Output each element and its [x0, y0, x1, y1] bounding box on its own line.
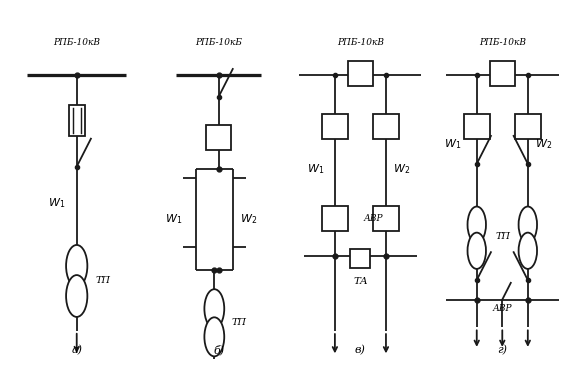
- Text: АВР: АВР: [363, 214, 383, 223]
- Text: а): а): [71, 345, 82, 355]
- Text: $W_1$: $W_1$: [306, 162, 324, 176]
- Circle shape: [467, 233, 486, 269]
- Bar: [69, 105, 85, 136]
- Text: РПБ-10кБ: РПБ-10кБ: [195, 38, 242, 47]
- Circle shape: [467, 206, 486, 243]
- Text: в): в): [355, 345, 366, 355]
- Circle shape: [519, 233, 537, 269]
- Bar: [350, 249, 371, 269]
- Bar: [347, 61, 373, 86]
- Text: ТП: ТП: [232, 318, 246, 327]
- Text: ТП: ТП: [495, 232, 510, 241]
- Text: АВР: АВР: [493, 304, 512, 313]
- Bar: [464, 114, 489, 139]
- Text: РПБ-10кВ: РПБ-10кВ: [479, 38, 526, 47]
- Text: ТА: ТА: [353, 277, 368, 286]
- Circle shape: [204, 317, 224, 356]
- Bar: [373, 206, 399, 231]
- Text: г): г): [497, 345, 507, 355]
- Circle shape: [204, 289, 224, 328]
- Text: $W_2$: $W_2$: [393, 162, 410, 176]
- Circle shape: [66, 275, 87, 317]
- Text: РПБ-10кВ: РПБ-10кВ: [53, 38, 100, 47]
- Bar: [322, 114, 347, 139]
- Text: $W_1$: $W_1$: [164, 213, 182, 227]
- Text: ТП: ТП: [95, 276, 110, 285]
- Text: РПБ-10кВ: РПБ-10кВ: [337, 38, 384, 47]
- Circle shape: [519, 206, 537, 243]
- Text: $W_2$: $W_2$: [535, 137, 552, 151]
- Text: б): б): [213, 345, 224, 355]
- Bar: [373, 114, 399, 139]
- Bar: [515, 114, 541, 139]
- Text: $W_1$: $W_1$: [444, 137, 461, 151]
- Text: $W_2$: $W_2$: [240, 213, 257, 227]
- Bar: [489, 61, 515, 86]
- Circle shape: [66, 245, 87, 287]
- Bar: [322, 206, 347, 231]
- Bar: [206, 125, 232, 150]
- Text: $W_1$: $W_1$: [49, 196, 65, 210]
